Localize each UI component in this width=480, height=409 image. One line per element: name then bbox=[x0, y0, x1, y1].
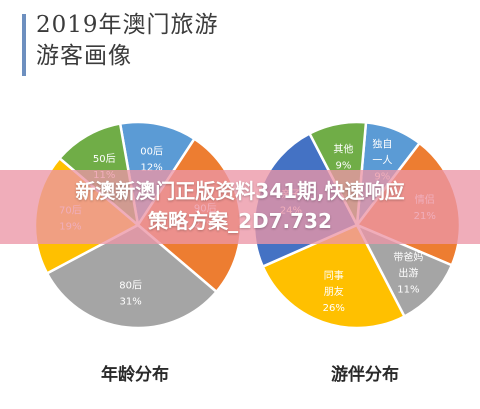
slice-label: 00后 12% bbox=[140, 145, 163, 173]
slice-label: 80后 31% bbox=[119, 280, 142, 308]
slice-label: 同事朋友 26% bbox=[323, 269, 345, 314]
overlay-banner: 新澳新澳门正版资料341期,快速响应 策略方案_2D7.732 bbox=[0, 170, 480, 244]
pie-slice bbox=[261, 223, 407, 330]
banner-line-1: 新澳新澳门正版资料341期,快速响应 bbox=[75, 179, 405, 203]
chart-caption-companion: 游伴分布 bbox=[331, 365, 399, 385]
slice-label: 其他 9% bbox=[333, 142, 353, 171]
page-title: 2019年澳门旅游 游客画像 bbox=[36, 10, 219, 72]
pie-slice bbox=[354, 222, 454, 319]
page-title-line-2: 游客画像 bbox=[36, 43, 132, 69]
pie-slice bbox=[45, 223, 219, 330]
slice-label: 带爸妈出游 11% bbox=[393, 251, 423, 296]
page-title-line-1: 2019年澳门旅游 bbox=[36, 12, 219, 38]
title-accent-bar bbox=[22, 14, 26, 76]
banner-line-2: 策略方案_2D7.732 bbox=[148, 209, 332, 233]
chart-caption-age: 年龄分布 bbox=[101, 365, 169, 385]
